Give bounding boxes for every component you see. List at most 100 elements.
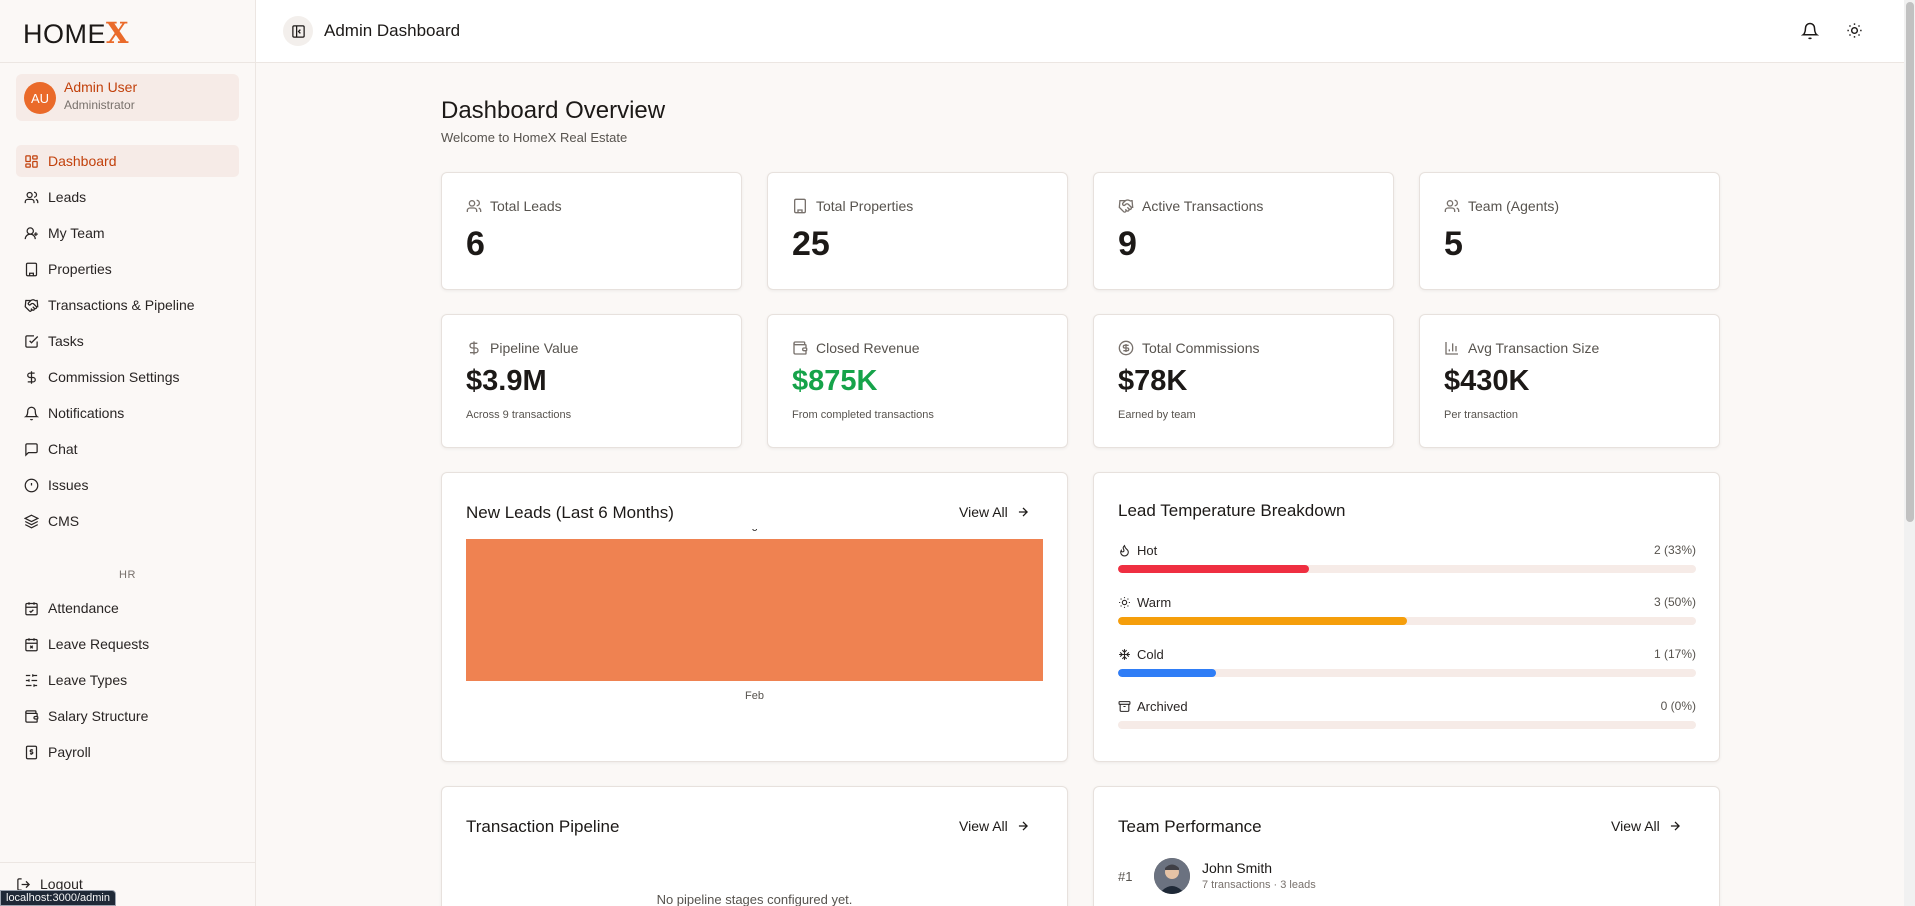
sidebar-item-attendance[interactable]: Attendance xyxy=(16,592,239,624)
dashboard-icon xyxy=(24,154,39,169)
page-header-title: Admin Dashboard xyxy=(324,21,461,40)
homex-logo[interactable]: HOMEX xyxy=(23,16,129,50)
calendar-x-icon xyxy=(24,637,39,652)
new-leads-chart-card: New Leads (Last 6 Months) View All 6 Feb xyxy=(441,472,1068,762)
member-avatar[interactable] xyxy=(1154,858,1190,894)
user-profile-card[interactable]: AU Admin User Administrator xyxy=(16,74,239,121)
temperature-count: 0 (0%) xyxy=(1660,699,1696,713)
sidebar-item-properties[interactable]: Properties xyxy=(16,253,239,285)
stat-value: 6 xyxy=(466,225,485,263)
chat-icon xyxy=(24,442,39,457)
bar-chart-icon xyxy=(1444,340,1460,356)
team-icon xyxy=(1444,198,1460,214)
sidebar-item-dashboard[interactable]: Dashboard xyxy=(16,145,239,177)
sidebar-item-label: Notifications xyxy=(48,405,125,421)
stat-label: Total Properties xyxy=(816,198,914,214)
sidebar-item-transactions[interactable]: Transactions & Pipeline xyxy=(16,289,239,321)
temperature-count: 3 (50%) xyxy=(1653,595,1696,609)
page-subtitle: Welcome to HomeX Real Estate xyxy=(441,130,628,145)
bell-icon xyxy=(24,406,39,421)
sidebar-item-issues[interactable]: Issues xyxy=(16,469,239,501)
users-icon xyxy=(466,198,482,214)
progress-track xyxy=(1118,565,1696,573)
sidebar-item-leads[interactable]: Leads xyxy=(16,181,239,213)
logo-accent: X xyxy=(106,16,130,50)
sidebar-item-label: Leave Requests xyxy=(48,636,150,652)
theme-toggle-button[interactable] xyxy=(1846,22,1863,39)
bell-icon xyxy=(1801,22,1819,40)
view-all-team-button[interactable]: View All xyxy=(1611,818,1682,834)
coin-icon xyxy=(1118,340,1134,356)
view-all-pipeline-button[interactable]: View All xyxy=(959,818,1030,834)
sidebar-toggle-button[interactable] xyxy=(283,16,313,46)
stat-label: Active Transactions xyxy=(1142,198,1264,214)
dollar-icon xyxy=(466,340,482,356)
transaction-pipeline-card: Transaction Pipeline View All No pipelin… xyxy=(441,786,1068,906)
receipt-icon xyxy=(24,745,39,760)
temperature-label: Archived xyxy=(1137,699,1188,714)
sidebar: HOMEX AU Admin User Administrator Dashbo… xyxy=(0,0,256,906)
stat-card-avg-transaction-size: Avg Transaction Size $430K Per transacti… xyxy=(1419,314,1720,448)
sidebar-item-label: Commission Settings xyxy=(48,369,180,385)
top-header: Admin Dashboard xyxy=(256,0,1915,63)
building-icon xyxy=(24,262,39,277)
sidebar-item-label: Chat xyxy=(48,441,78,457)
section-label-hr: HR xyxy=(119,569,136,581)
stat-value: 25 xyxy=(792,225,830,263)
card-title: Transaction Pipeline xyxy=(466,817,620,836)
sidebar-item-commission-settings[interactable]: Commission Settings xyxy=(16,361,239,393)
logout-label: Logout xyxy=(40,876,83,892)
sidebar-item-label: Attendance xyxy=(48,600,119,616)
sun-icon xyxy=(1846,22,1863,39)
wallet-icon xyxy=(792,340,808,356)
temperature-label: Hot xyxy=(1137,543,1158,558)
view-all-leads-button[interactable]: View All xyxy=(959,504,1030,520)
sidebar-item-label: Leads xyxy=(48,189,87,205)
sidebar-item-leave-types[interactable]: Leave Types xyxy=(16,664,239,696)
stat-value: $78K xyxy=(1118,365,1188,397)
sidebar-item-chat[interactable]: Chat xyxy=(16,433,239,465)
sidebar-item-payroll[interactable]: Payroll xyxy=(16,736,239,768)
sidebar-item-label: Leave Types xyxy=(48,672,128,688)
stat-subtext: Per transaction xyxy=(1444,409,1518,421)
progress-track xyxy=(1118,721,1696,729)
bar-feb[interactable] xyxy=(466,539,1043,681)
sidebar-item-cms[interactable]: CMS xyxy=(16,505,239,537)
logout-button[interactable]: Logout xyxy=(16,876,83,892)
browser-status-url: localhost:3000/admin xyxy=(0,890,116,906)
scrollbar-thumb[interactable] xyxy=(1906,2,1914,522)
arrow-right-icon xyxy=(1660,819,1682,833)
view-all-label: View All xyxy=(1611,818,1660,834)
sidebar-item-my-team[interactable]: My Team xyxy=(16,217,239,249)
handshake-icon xyxy=(24,298,39,313)
stat-card-active-transactions: Active Transactions 9 xyxy=(1093,172,1394,290)
view-all-label: View All xyxy=(959,504,1008,520)
new-leads-bar-chart: 6 Feb xyxy=(466,529,1043,702)
card-title: New Leads (Last 6 Months) xyxy=(466,503,674,522)
team-performance-card: Team Performance View All #1 John Smith … xyxy=(1093,786,1720,906)
bar-data-label: 6 xyxy=(751,529,757,534)
sidebar-item-label: Transactions & Pipeline xyxy=(48,297,195,313)
progress-track xyxy=(1118,617,1696,625)
stat-value: $430K xyxy=(1444,365,1530,397)
stat-label: Closed Revenue xyxy=(816,340,920,356)
stat-label: Pipeline Value xyxy=(490,340,579,356)
calendar-icon xyxy=(24,601,39,616)
sidebar-item-leave-requests[interactable]: Leave Requests xyxy=(16,628,239,660)
sidebar-item-tasks[interactable]: Tasks xyxy=(16,325,239,357)
member-meta: 7 transactions · 3 leads xyxy=(1202,879,1316,891)
stat-subtext: From completed transactions xyxy=(792,409,934,421)
sidebar-item-notifications[interactable]: Notifications xyxy=(16,397,239,429)
member-name[interactable]: John Smith xyxy=(1202,860,1273,876)
temperature-count: 2 (33%) xyxy=(1653,543,1696,557)
sidebar-item-label: My Team xyxy=(48,225,105,241)
sun-icon xyxy=(1118,596,1137,609)
sidebar-item-label: Payroll xyxy=(48,744,91,760)
progress-track xyxy=(1118,669,1696,677)
sidebar-item-salary-structure[interactable]: Salary Structure xyxy=(16,700,239,732)
stat-card-pipeline-value: Pipeline Value $3.9M Across 9 transactio… xyxy=(441,314,742,448)
notifications-button[interactable] xyxy=(1801,22,1819,40)
pipeline-empty-message: No pipeline stages configured yet. xyxy=(656,892,853,906)
divider xyxy=(0,62,256,63)
user-icon xyxy=(24,226,39,241)
